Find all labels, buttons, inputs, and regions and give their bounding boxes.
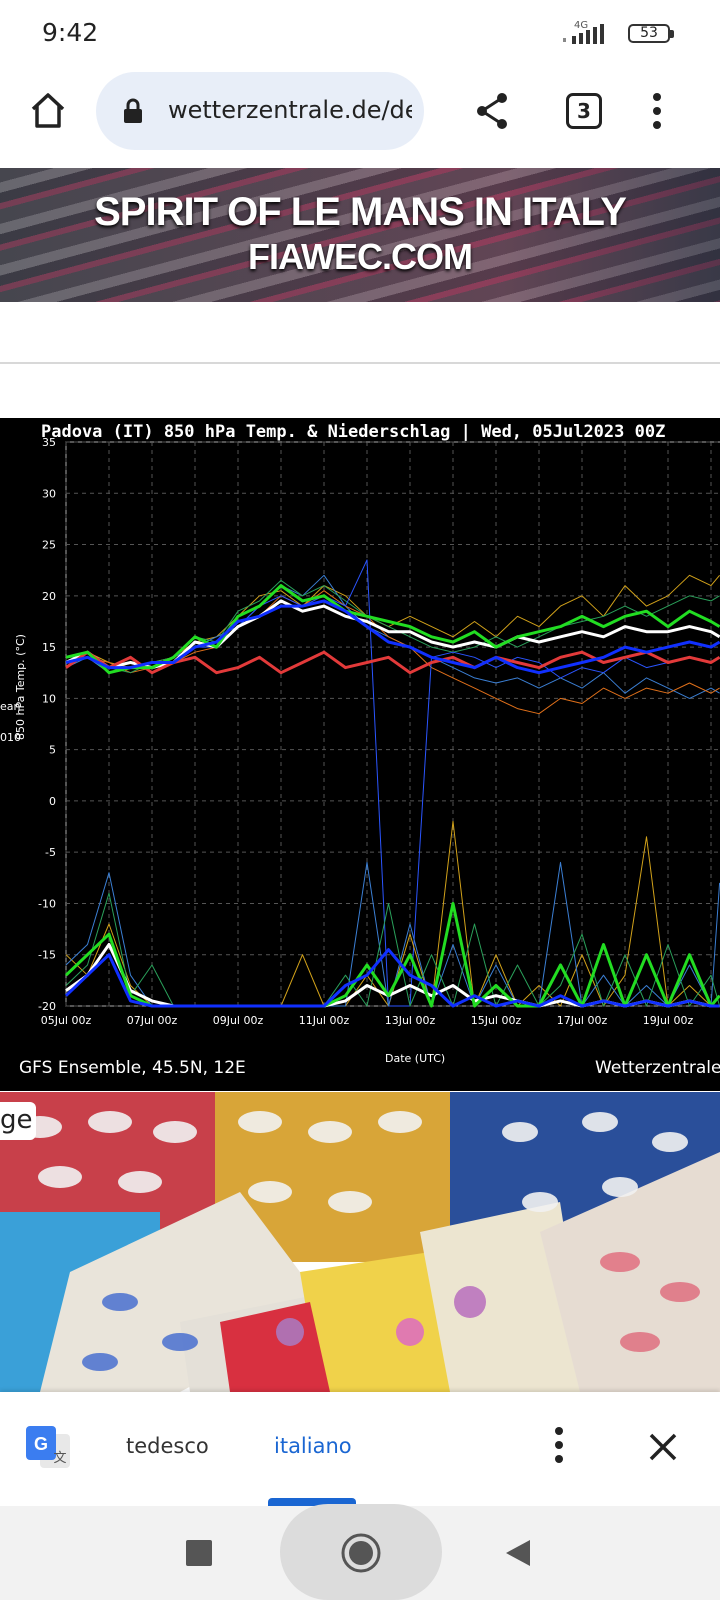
y-tick-label: 30 [42,487,56,500]
series-line [65,590,720,715]
y-tick-label: 0 [49,795,56,808]
y-tick-label: 20 [42,590,56,603]
fabric-photo[interactable] [0,1092,720,1392]
x-axis-label: Date (UTC) [385,1052,446,1065]
close-icon[interactable] [648,1432,678,1462]
series-line [64,948,720,1008]
share-icon[interactable] [474,92,512,130]
lock-icon [124,98,142,123]
menu-icon[interactable] [650,92,664,130]
y-tick-label: -10 [38,897,56,910]
home-icon[interactable] [28,90,68,130]
y-tick-label: -5 [45,846,56,859]
y-axis-label: 850 hPa Temp. (°C) [14,634,27,740]
x-tick-label: 05Jul 00z [41,1014,92,1027]
x-tick-label: 15Jul 00z [471,1014,522,1027]
language-tab-italian[interactable]: italiano [274,1434,352,1458]
active-language-indicator [268,1498,356,1506]
plot-frame [65,441,720,1007]
translate-bar [0,1392,720,1506]
signal-icon [563,24,604,44]
model-info: GFS Ensemble, 45.5N, 12E [19,1058,246,1078]
source-credit: Wetterzentrale [595,1058,720,1078]
y-tick-label: 15 [42,641,56,654]
home-nav-icon[interactable] [340,1532,382,1574]
x-tick-label: 19Jul 00z [643,1014,694,1027]
network-type: 4G [574,20,589,31]
battery-tip [670,30,674,38]
series-line [65,584,720,675]
language-tab-german[interactable]: tedesco [126,1434,209,1458]
chart-title: Padova (IT) 850 hPa Temp. & Niederschlag… [41,422,666,442]
y-tick-label: 10 [42,692,56,705]
legend-fragment-mean: ean [0,700,21,713]
google-translate-icon[interactable]: G 文 [26,1426,72,1470]
translate-options-icon[interactable] [552,1426,566,1464]
y-tick-label: -15 [38,949,56,962]
tab-switcher-button[interactable]: 3 [566,93,602,129]
y-tick-label: 25 [42,539,56,552]
status-time: 9:42 [42,18,99,47]
legend-fragment-year: 010 [0,731,21,744]
svg-text:文: 文 [53,1451,66,1466]
ad-url: FIAWEC.COM [248,236,473,277]
divider [0,362,720,364]
y-tick-label: 5 [49,744,56,757]
y-tick-label: -20 [38,1000,56,1013]
status-bar [0,0,720,70]
series-line [65,820,720,1007]
x-tick-label: 07Jul 00z [127,1014,178,1027]
series-line [65,574,720,699]
x-tick-label: 09Jul 00z [213,1014,264,1027]
x-tick-label: 13Jul 00z [385,1014,436,1027]
ad-headline: SPIRIT OF LE MANS IN ITALY [94,190,627,234]
series-line [65,599,720,675]
address-bar[interactable] [96,72,424,150]
recents-icon[interactable] [186,1540,212,1566]
x-tick-label: 11Jul 00z [299,1014,350,1027]
image-caption-badge: ge [0,1102,36,1140]
svg-text:G: G [34,1434,48,1454]
ad-banner-overlay [0,168,720,302]
x-tick-label: 17Jul 00z [557,1014,608,1027]
back-icon[interactable] [504,1538,532,1568]
url-text[interactable]: wetterzentrale.de/de [168,96,412,124]
y-tick-label: 35 [42,436,56,449]
battery-icon: 53 [628,24,670,43]
